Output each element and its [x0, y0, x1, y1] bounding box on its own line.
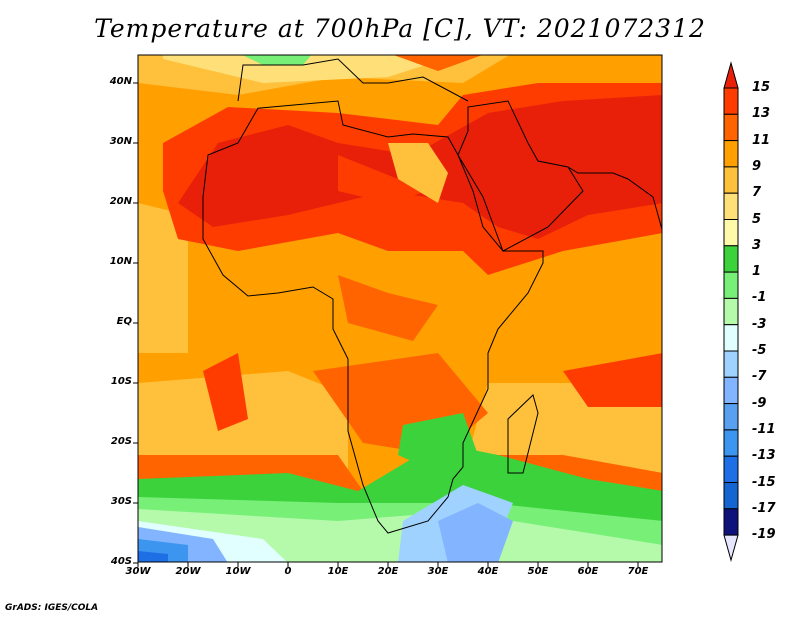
- colorbar-label: 1: [752, 264, 762, 280]
- lat-label: 40N: [109, 76, 132, 87]
- lon-label: 10E: [327, 566, 349, 577]
- temperature-region: [138, 551, 168, 562]
- colorbar-swatch: [723, 192, 739, 220]
- colorbar-swatch: [723, 429, 739, 457]
- map-frame: [137, 54, 663, 563]
- lon-label: 0: [284, 566, 292, 577]
- temperature-region: [393, 55, 483, 71]
- colorbar-label: 5: [752, 211, 762, 227]
- lon-label: 50E: [527, 566, 549, 577]
- colorbar-label: 3: [752, 237, 762, 253]
- temperature-region: [138, 371, 348, 473]
- colorbar-swatch: [723, 113, 739, 142]
- colorbar-swatch: [723, 350, 739, 378]
- colorbar-swatch: [723, 166, 739, 194]
- temperature-region: [163, 55, 457, 83]
- colorbar-label: -17: [752, 500, 776, 516]
- colorbar-swatch: [723, 219, 739, 247]
- temperature-region: [563, 353, 662, 407]
- lat-label: 40S: [110, 556, 132, 567]
- lat-label: 10S: [110, 376, 132, 387]
- colorbar-swatch: [723, 297, 739, 326]
- asia-coastline: [567, 166, 662, 232]
- credit-label: GrADS: IGES/COLA: [5, 603, 99, 613]
- lon-label: 60E: [577, 566, 599, 577]
- colorbar-swatch: [723, 376, 739, 405]
- lat-label: 30S: [110, 496, 132, 507]
- colorbar-swatch: [723, 87, 739, 115]
- colorbar-swatch: [723, 482, 739, 510]
- lon-label: 20W: [175, 566, 201, 577]
- temperature-region: [138, 203, 188, 353]
- temperature-region: [388, 143, 448, 203]
- colorbar-label: -3: [752, 316, 767, 332]
- colorbar-label: 9: [752, 158, 762, 174]
- temperature-region: [438, 503, 513, 562]
- temperature-region: [338, 155, 428, 203]
- temperature-region: [338, 275, 438, 341]
- colorbar-swatch: [723, 140, 739, 168]
- temperature-region: [203, 353, 248, 431]
- colorbar-label: -19: [752, 527, 776, 543]
- europe-coastline: [237, 58, 469, 102]
- lat-label: EQ: [116, 316, 132, 327]
- colorbar-label: -5: [752, 343, 767, 358]
- colorbar-label: -1: [752, 290, 767, 306]
- arabia-coastline: [457, 100, 584, 252]
- lon-label: 70E: [627, 566, 649, 577]
- colorbar-swatch: [723, 508, 739, 536]
- lon-label: 30E: [427, 566, 449, 577]
- colorbar-label: -13: [752, 448, 776, 464]
- temperature-region: [242, 55, 312, 65]
- colorbar-swatch: [723, 271, 739, 299]
- colorbar-swatch: [723, 403, 739, 431]
- colorbar-label: -15: [752, 474, 776, 490]
- colorbar-label: 7: [752, 185, 762, 201]
- colorbar-label: 11: [752, 132, 771, 148]
- lat-label: 20N: [109, 196, 132, 207]
- colorbar-label: -9: [752, 395, 767, 411]
- lat-label: 10N: [109, 256, 132, 267]
- lon-label: 40E: [477, 566, 499, 577]
- lat-label: 30N: [109, 136, 132, 147]
- colorbar-label: -11: [752, 421, 776, 437]
- madagascar-coastline: [507, 394, 539, 474]
- temperature-region: [398, 413, 478, 473]
- colorbar-label: -7: [752, 369, 767, 385]
- colorbar-label: 13: [752, 106, 771, 122]
- plot-title: Temperature at 700hPa [C], VT: 202107231…: [94, 14, 706, 43]
- colorbar-top-arrow: [723, 61, 739, 89]
- lon-label: 10W: [225, 566, 251, 577]
- colorbar-label: 15: [752, 80, 771, 95]
- lon-label: 20E: [377, 566, 399, 577]
- colorbar-swatch: [723, 324, 739, 352]
- lat-label: 20S: [110, 436, 132, 447]
- lon-label: 30W: [125, 566, 151, 577]
- africa-coastline: [202, 100, 544, 534]
- colorbar-swatch: [723, 245, 739, 273]
- colorbar-swatch: [723, 455, 739, 484]
- colorbar-bottom-arrow: [723, 534, 739, 562]
- field-layer: [138, 55, 662, 562]
